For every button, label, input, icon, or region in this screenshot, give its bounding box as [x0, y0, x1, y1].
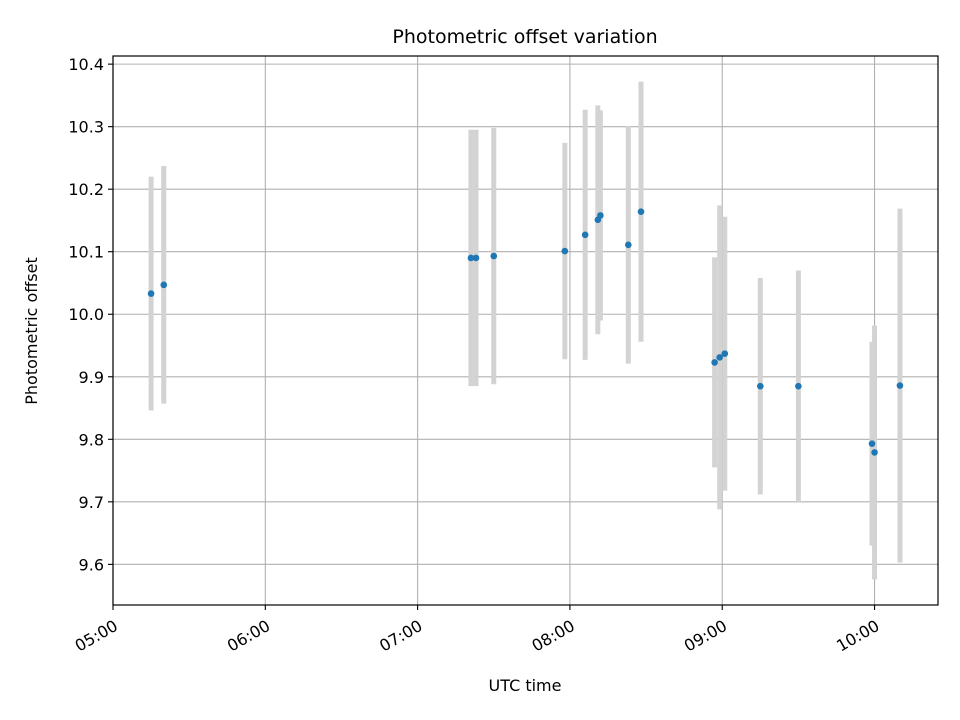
data-point — [561, 247, 569, 255]
data-point — [868, 440, 876, 447]
y-tick-label: 9.8 — [79, 430, 104, 449]
data-markers — [147, 208, 904, 456]
data-point — [721, 350, 729, 357]
data-point — [871, 449, 878, 456]
y-tick-label: 10.3 — [68, 118, 104, 137]
data-point — [160, 281, 168, 289]
data-point — [147, 290, 155, 297]
data-point — [625, 241, 632, 249]
data-point — [490, 252, 498, 260]
data-point — [581, 231, 589, 239]
data-point — [637, 208, 645, 215]
chart-title: Photometric offset variation — [392, 26, 657, 48]
y-tick-label: 10.4 — [68, 55, 104, 74]
y-axis-ticks: 9.6 9.7 9.8 9.9 10.0 10.1 10.2 10.3 10.4 — [68, 55, 113, 574]
plot-frame — [112, 55, 939, 606]
data-point — [716, 354, 723, 361]
y-tick-label: 9.6 — [79, 555, 104, 574]
y-tick-label: 10.2 — [68, 180, 104, 199]
y-tick-label: 10.1 — [68, 243, 104, 262]
data-point — [472, 254, 480, 262]
data-point — [795, 382, 802, 390]
y-tick-label: 10.0 — [68, 305, 104, 324]
data-point — [757, 382, 764, 390]
data-point — [467, 254, 475, 262]
y-axis-label: Photometric offset — [22, 257, 41, 405]
data-point — [597, 212, 604, 219]
data-point — [896, 382, 904, 389]
x-axis-label: UTC time — [489, 676, 562, 695]
y-tick-label: 9.7 — [79, 493, 104, 512]
y-tick-label: 9.9 — [79, 368, 104, 387]
data-point — [711, 359, 718, 366]
